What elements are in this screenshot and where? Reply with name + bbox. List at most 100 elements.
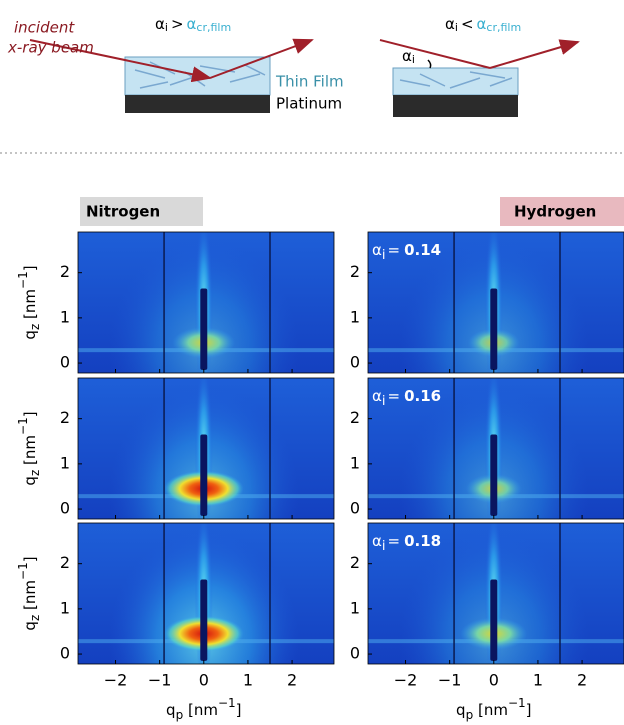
symbol: α [402, 47, 412, 65]
y-tick-label: 1 [60, 307, 70, 326]
value: 0.16 [404, 387, 441, 405]
reflected-beam [209, 38, 314, 79]
axis-label: qz [nm−1] [16, 411, 42, 485]
y-tick-label: 0 [350, 499, 360, 518]
heatmap [78, 232, 334, 373]
x-tick-label: 1 [533, 671, 543, 690]
y-tick-label: 0 [60, 644, 70, 663]
value: 0.14 [404, 241, 441, 259]
sub: i [455, 21, 458, 34]
unit: [nm [21, 289, 39, 324]
beamstop [200, 288, 208, 370]
symbol: q [21, 330, 39, 340]
axis-label: qp [nm−1] [166, 696, 241, 722]
symbol: α [372, 532, 382, 550]
symbol: q [21, 476, 39, 486]
symbol: α [477, 15, 487, 33]
symbol: α [155, 15, 165, 33]
annotation: αi = 0.14 [372, 241, 441, 263]
unit: [nm [21, 435, 39, 470]
y-tick-label: 0 [60, 499, 70, 518]
relation: = [388, 241, 401, 259]
x-tick-label: −2 [104, 671, 128, 690]
column-label: Nitrogen [86, 203, 160, 221]
sub: z [28, 324, 42, 330]
axis-label: qz [nm−1] [16, 556, 42, 630]
y-tick-label: 0 [60, 353, 70, 372]
schematic: incident x-ray beam αi > αcr,film αi < αcr,f… [0, 15, 624, 154]
film-label: Thin Film [275, 73, 344, 91]
unit: ] [21, 265, 39, 271]
sub: z [28, 615, 42, 621]
unit: ] [526, 701, 532, 719]
beam-label: x-ray beam [7, 39, 94, 57]
symbol: α [372, 241, 382, 259]
y-tick-label: 2 [350, 262, 360, 281]
panel: 0 1 2 qz [nm−1] [16, 377, 335, 520]
angle-label: αi [402, 47, 415, 67]
panel: 0 1 2 qz [nm−1] [16, 231, 335, 374]
value: 0.18 [404, 532, 441, 550]
beam-label: incident [14, 19, 75, 37]
y-tick-label: 2 [60, 553, 70, 572]
y-tick-label: 2 [350, 553, 360, 572]
y-tick-label: 2 [60, 408, 70, 427]
unit: [nm [473, 701, 508, 719]
heatmap [78, 378, 334, 519]
x-tick-label: −2 [394, 671, 418, 690]
beamstop [490, 579, 498, 661]
sub: i [382, 539, 386, 554]
y-tick-label: 0 [350, 644, 360, 663]
unit: ] [236, 701, 242, 719]
y-tick-label: 2 [60, 262, 70, 281]
substrate [125, 95, 270, 113]
sub: i [382, 394, 386, 409]
substrate-label: Platinum [276, 95, 342, 113]
annotation: αi = 0.16 [372, 387, 441, 409]
y-tick-label: 1 [60, 453, 70, 472]
unit: [nm [21, 580, 39, 615]
beamstop [200, 579, 208, 661]
symbol: q [166, 701, 176, 719]
sup: −1 [16, 417, 30, 435]
relation: > [171, 15, 184, 33]
sub: p [176, 708, 184, 722]
sup: −1 [508, 696, 526, 710]
left-condition: αi > αcr,film [155, 15, 231, 35]
relation: = [388, 387, 401, 405]
annotation: αi = 0.18 [372, 532, 441, 554]
sub: z [28, 470, 42, 476]
sup: −1 [16, 271, 30, 289]
sub: cr,film [196, 21, 231, 34]
sup: −1 [16, 562, 30, 580]
frame [367, 377, 624, 520]
y-tick-label: 1 [60, 598, 70, 617]
sub: i [382, 248, 386, 263]
symbol: q [456, 701, 466, 719]
frame [77, 377, 335, 520]
y-tick-label: 1 [350, 598, 360, 617]
y-tick-label: 2 [350, 408, 360, 427]
y-tick-label: 1 [350, 307, 360, 326]
axis-label: qp [nm−1] [456, 696, 531, 722]
symbol: α [445, 15, 455, 33]
sub: i [165, 21, 168, 34]
y-tick-label: 0 [350, 353, 360, 372]
unit: ] [21, 411, 39, 417]
sub: cr,film [486, 21, 521, 34]
relation: < [461, 15, 474, 33]
heatmap [78, 523, 334, 664]
sub: p [466, 708, 474, 722]
x-tick-label: 1 [243, 671, 253, 690]
y-tick-label: 1 [350, 453, 360, 472]
x-tick-label: −1 [148, 671, 172, 690]
frame [77, 522, 335, 665]
frame [77, 231, 335, 374]
symbol: α [372, 387, 382, 405]
x-tick-label: 0 [489, 671, 499, 690]
panel: 012−2 −1 0 1 2qz [nm−1]qp [nm−1] [16, 522, 335, 722]
heatmap [368, 232, 624, 373]
relation: = [388, 532, 401, 550]
